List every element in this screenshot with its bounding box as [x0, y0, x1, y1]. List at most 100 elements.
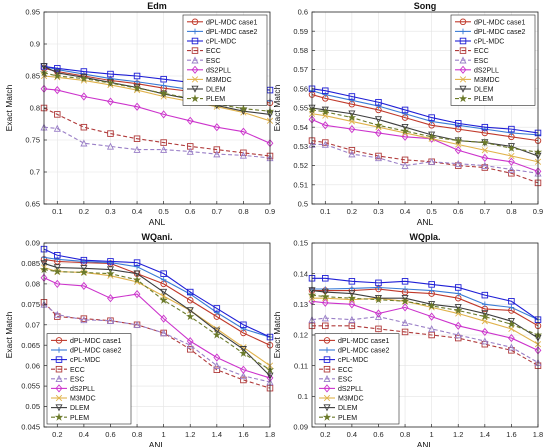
data-point — [160, 329, 168, 337]
legend-entry: cPL-MDC — [455, 37, 504, 46]
legend-entry: PLEM — [51, 412, 89, 422]
data-point — [375, 309, 382, 318]
data-point — [321, 107, 330, 116]
data-point — [507, 143, 516, 152]
data-point — [53, 69, 61, 77]
data-point — [454, 284, 462, 291]
data-point — [402, 110, 408, 117]
series-line — [311, 300, 539, 351]
data-point — [322, 91, 329, 98]
series-line — [43, 72, 271, 112]
data-point — [106, 269, 115, 278]
legend-entry: M3MDC — [187, 76, 232, 84]
series-line — [312, 297, 539, 345]
series-line — [311, 119, 539, 172]
data-point — [348, 322, 356, 330]
data-point — [79, 268, 89, 277]
x-tick-label: 0.8 — [506, 207, 516, 216]
y-tick-label: 0.085 — [21, 259, 40, 268]
data-point — [240, 326, 247, 332]
legend-marker — [55, 374, 63, 383]
legend-label: dPL-MDC case1 — [70, 338, 121, 345]
y-axis-label: Exact Match — [4, 311, 14, 358]
data-point — [133, 320, 141, 329]
x-tick-label: 0.1 — [52, 207, 62, 216]
data-point — [133, 290, 141, 299]
x-tick-label: 0.4 — [347, 430, 357, 439]
data-point — [508, 130, 515, 136]
data-point — [80, 123, 88, 131]
data-point — [186, 337, 194, 346]
legend: dPL-MDC case1 dPL-MDC case2 cPL-MDC ECC ESC d… — [450, 14, 536, 106]
legend-marker — [458, 94, 468, 103]
series-ecc — [308, 322, 542, 369]
data-point — [133, 145, 141, 153]
legend-marker — [191, 76, 199, 83]
data-point — [508, 304, 515, 311]
x-tick-label: 1.2 — [185, 430, 195, 439]
chart-panel-4: 0.2 0.4 0.6 0.8 1 1.2 1.4 1.6 1.8 0.09 0.1 0.11 0.12… — [272, 232, 543, 447]
data-point — [159, 88, 168, 97]
data-point — [53, 267, 62, 276]
x-tick-label: 1 — [162, 430, 166, 439]
y-tick-label: 0.51 — [293, 180, 308, 189]
series-line — [311, 109, 539, 153]
data-point — [347, 113, 357, 122]
x-tick-label: 0.6 — [453, 207, 463, 216]
chart-title: Edm — [147, 1, 167, 11]
data-point — [186, 341, 194, 349]
data-point — [322, 87, 329, 94]
legend-marker — [55, 337, 63, 344]
data-point — [160, 145, 168, 153]
data-point — [106, 78, 115, 87]
data-point — [213, 123, 221, 132]
data-point — [239, 151, 247, 159]
data-point — [480, 138, 490, 147]
chart-panel-3: 0.2 0.4 0.6 0.8 1 1.2 1.4 1.6 1.80.0450.050.0550… — [4, 232, 275, 447]
data-point — [80, 256, 88, 264]
legend-marker — [459, 85, 467, 93]
y-tick-label: 0.75 — [25, 136, 40, 145]
data-point — [133, 72, 141, 80]
y-tick-label: 0.06 — [25, 361, 40, 370]
data-point — [401, 328, 409, 336]
x-axis-label: ANL — [417, 217, 434, 227]
chart-panel-1: 0.1 0.2 0.3 0.4 0.5 0.6 0.7 0.8 0.90.650.70.750.… — [4, 1, 275, 227]
legend-marker — [191, 37, 199, 45]
data-point — [212, 330, 222, 339]
data-point — [507, 319, 516, 328]
data-point — [455, 290, 462, 297]
chart-title: Song — [414, 1, 437, 11]
data-point — [54, 65, 61, 72]
data-point — [53, 279, 61, 288]
legend-entry: dS2PLL — [455, 65, 499, 74]
data-point — [53, 71, 62, 80]
legend-marker — [55, 404, 63, 412]
series-line — [43, 256, 271, 338]
legend-entry: dPL-MDC case2 — [319, 347, 389, 355]
series-cpl-mdc — [40, 245, 274, 341]
x-tick-label: 0.2 — [79, 207, 89, 216]
data-point — [160, 139, 167, 146]
legend-label: cPL-MDC — [338, 357, 368, 364]
x-tick-label: 0.2 — [52, 430, 62, 439]
series-line — [311, 113, 539, 163]
legend-label: dPL-MDC case1 — [474, 19, 525, 26]
data-point — [375, 98, 382, 106]
data-point — [160, 314, 168, 323]
data-point — [401, 318, 409, 326]
legend-marker — [55, 356, 63, 363]
data-point — [454, 159, 462, 167]
x-tick-label: 0.1 — [320, 207, 330, 216]
legend: dPL-MDC case1 dPL-MDC case2 cPL-MDC ECC ESC d… — [314, 333, 400, 425]
y-tick-label: 0.53 — [293, 142, 308, 151]
data-point — [507, 143, 515, 151]
legend-marker — [323, 365, 331, 373]
x-tick-label: 1.6 — [506, 430, 516, 439]
x-tick-label: 1.4 — [212, 430, 222, 439]
y-axis: 0.5 0.51 0.52 0.53 0.54 0.55 0.56 0.57 0.58 0.59 0… — [293, 8, 315, 209]
legend-marker — [191, 47, 199, 54]
legend-marker — [191, 85, 199, 93]
chart-title: WQpla. — [410, 232, 441, 242]
